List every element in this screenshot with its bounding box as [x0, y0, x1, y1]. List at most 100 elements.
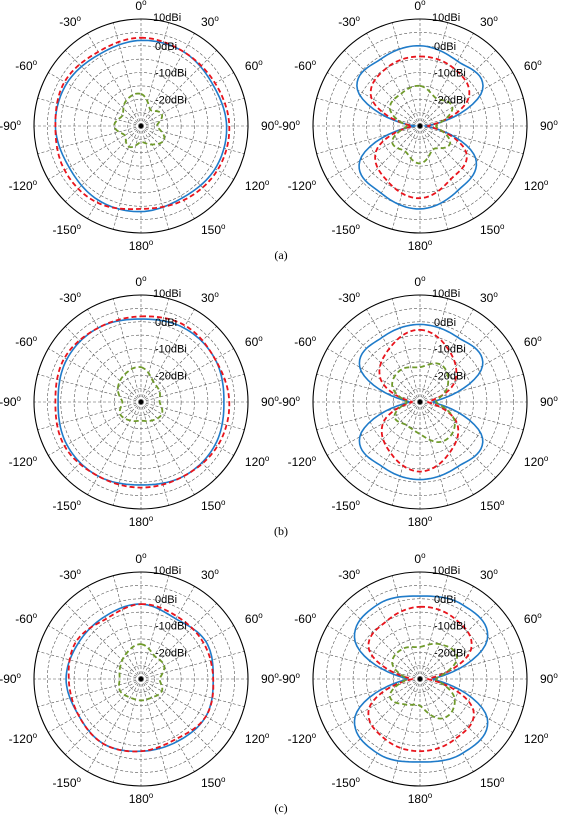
grid-spoke — [140, 678, 245, 707]
grid-spoke — [140, 678, 195, 772]
angle-tick-label: -120o — [9, 731, 38, 746]
grid-spoke — [140, 125, 195, 219]
angle-tick-label: -120o — [288, 178, 317, 193]
polar-plot-4: 0o 30o 60o 90o 120o 150o 180o -150o -120o -90o -60… — [278, 274, 558, 529]
grid-spoke — [392, 298, 421, 403]
grid-spoke — [140, 678, 169, 783]
grid-spoke — [48, 678, 142, 733]
center-point — [417, 399, 423, 405]
angle-tick-label: 150o — [480, 775, 505, 790]
grid-spoke — [344, 603, 421, 680]
series-2-curve — [54, 315, 231, 489]
grid-spoke — [419, 298, 448, 403]
grid-spoke — [419, 401, 448, 506]
panel-label-a: (a) — [274, 248, 287, 262]
angle-tick-label: -120o — [9, 178, 38, 193]
grid-spoke — [37, 401, 142, 430]
outer-circle — [312, 571, 528, 787]
grid-spoke — [366, 309, 421, 403]
outer-circle — [312, 294, 528, 510]
radial-tick-label: 10dBi — [153, 12, 181, 24]
grid-circle — [47, 32, 235, 220]
polar-plots-layer: 0o 30o 60o 90o 120o 150o 180o -150o -120o -90o -60… — [0, 0, 558, 806]
grid-spoke — [419, 603, 496, 680]
grid-spoke — [419, 50, 496, 127]
radial-tick-label: -10dBi — [434, 68, 466, 80]
grid-spoke — [419, 401, 474, 495]
polar-plot-3: 0o 30o 60o 90o 120o 150o 180o -150o -120o -90o -60… — [0, 274, 279, 529]
grid-spoke — [140, 22, 169, 127]
radial-tick-label: 0dBi — [434, 41, 456, 53]
angle-tick-label: 0o — [135, 551, 147, 566]
angle-tick-label: 120o — [524, 454, 549, 469]
angle-tick-label: -60o — [15, 334, 37, 349]
grid-spoke — [140, 678, 217, 755]
grid-spoke — [140, 50, 217, 127]
grid-spoke — [65, 326, 142, 403]
grid-spoke — [37, 651, 142, 680]
angle-tick-label: 60o — [245, 58, 263, 73]
angle-tick-label: 60o — [524, 58, 542, 73]
radial-tick-label: -10dBi — [155, 344, 187, 356]
grid-circle — [366, 72, 474, 180]
radial-tick-label: 10dBi — [432, 12, 460, 24]
grid-spoke — [140, 401, 169, 506]
angle-tick-label: -30o — [338, 14, 360, 29]
grid-spoke — [366, 33, 421, 127]
grid-spoke — [140, 348, 234, 403]
angle-tick-label: -120o — [288, 731, 317, 746]
grid-spoke — [65, 401, 142, 478]
grid-spoke — [316, 125, 421, 154]
angle-tick-label: 150o — [201, 498, 226, 513]
grid-spoke — [419, 125, 513, 180]
grid-spoke — [419, 125, 448, 230]
series-1-curve — [54, 39, 228, 213]
grid-spoke — [37, 98, 142, 127]
angle-tick-label: -150o — [53, 222, 82, 237]
grid-spoke — [140, 98, 245, 127]
grid-spoke — [344, 678, 421, 755]
grid-spoke — [419, 326, 496, 403]
angle-tick-label: 150o — [201, 775, 226, 790]
grid-spoke — [419, 33, 474, 127]
grid-spoke — [392, 678, 421, 783]
series-1-curve — [358, 323, 484, 481]
angle-tick-label: 90o — [261, 118, 279, 133]
grid-spoke — [37, 678, 142, 707]
radial-tick-label: -20dBi — [155, 370, 187, 382]
angle-tick-label: 90o — [540, 671, 558, 686]
angle-tick-label: 90o — [540, 394, 558, 409]
grid-spoke — [113, 678, 142, 783]
radial-tick-label: -20dBi — [434, 370, 466, 382]
angle-tick-label: 120o — [524, 178, 549, 193]
grid-spoke — [419, 678, 513, 733]
grid-circle — [87, 625, 195, 733]
angle-tick-label: 150o — [480, 498, 505, 513]
radial-tick-label: -20dBi — [434, 647, 466, 659]
angle-tick-label: 120o — [245, 454, 270, 469]
angle-tick-label: 120o — [245, 731, 270, 746]
grid-circle — [127, 112, 155, 140]
grid-spoke — [344, 50, 421, 127]
angle-tick-label: -30o — [338, 290, 360, 305]
angle-tick-label: -150o — [332, 222, 361, 237]
angle-tick-label: 180o — [129, 238, 154, 253]
grid-spoke — [113, 401, 142, 506]
grid-spoke — [316, 678, 421, 707]
center-point — [417, 123, 423, 129]
angle-tick-label: 60o — [245, 611, 263, 626]
grid-spoke — [140, 401, 217, 478]
angle-tick-label: -30o — [59, 14, 81, 29]
angle-tick-label: 0o — [135, 274, 147, 289]
grid-spoke — [419, 374, 524, 403]
angle-tick-label: 90o — [261, 394, 279, 409]
grid-spoke — [419, 651, 524, 680]
grid-spoke — [366, 401, 421, 495]
angle-tick-label: 60o — [524, 334, 542, 349]
grid-circle — [87, 348, 195, 456]
angle-tick-label: -60o — [294, 334, 316, 349]
angle-tick-label: 60o — [245, 334, 263, 349]
grid-spoke — [140, 401, 234, 456]
grid-spoke — [419, 72, 513, 127]
